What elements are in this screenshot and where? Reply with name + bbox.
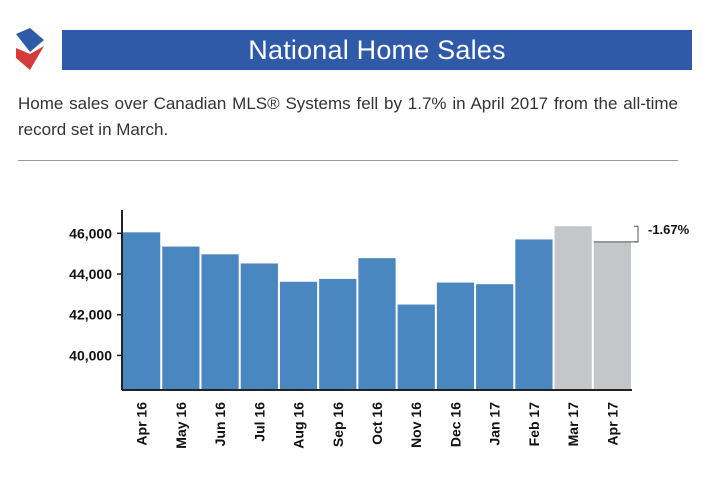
- bar-mar-17: [554, 226, 592, 390]
- annotation-bracket: [634, 225, 639, 243]
- bar-apr-16: [123, 232, 161, 390]
- bar-jun-16: [201, 254, 239, 390]
- logo-blue-shape: [16, 28, 44, 52]
- bar-nov-16: [397, 304, 435, 390]
- y-tick-label: 44,000: [69, 266, 112, 282]
- page-title: National Home Sales: [62, 30, 692, 70]
- y-tick-label: 46,000: [69, 225, 112, 241]
- annotation-label: -1.67%: [648, 222, 690, 237]
- x-tick-label: Jul 16: [251, 402, 267, 442]
- page-subtitle: Home sales over Canadian MLS® Systems fe…: [18, 94, 678, 139]
- bar-may-16: [162, 246, 200, 390]
- divider: [18, 160, 678, 161]
- bar-dec-16: [436, 282, 475, 390]
- x-tick-label: Jun 16: [212, 402, 228, 447]
- brand-logo-icon: [16, 28, 44, 70]
- x-tick-label: Mar 17: [565, 402, 581, 447]
- x-tick-label: Apr 16: [134, 402, 150, 446]
- bar-sep-16: [319, 278, 357, 390]
- x-tick-label: Jan 17: [487, 402, 503, 446]
- x-tick-label: Dec 16: [447, 402, 463, 447]
- x-tick-label: Apr 17: [604, 402, 620, 446]
- y-tick-label: 42,000: [69, 307, 112, 323]
- x-tick-label: Oct 16: [369, 402, 385, 445]
- x-tick-label: Nov 16: [408, 402, 424, 448]
- x-tick-label: Aug 16: [291, 402, 307, 449]
- x-tick-label: May 16: [173, 402, 189, 449]
- logo-red-shape: [16, 46, 44, 70]
- bar-jul-16: [240, 263, 278, 390]
- bar-apr-17: [593, 241, 631, 390]
- y-tick-label: 40,000: [69, 347, 112, 363]
- bar-jan-17: [476, 284, 514, 390]
- bar-aug-16: [279, 281, 318, 390]
- x-tick-label: Sep 16: [330, 402, 346, 447]
- bar-feb-17: [515, 239, 553, 390]
- bar-oct-16: [358, 258, 396, 390]
- x-tick-label: Feb 17: [526, 402, 542, 447]
